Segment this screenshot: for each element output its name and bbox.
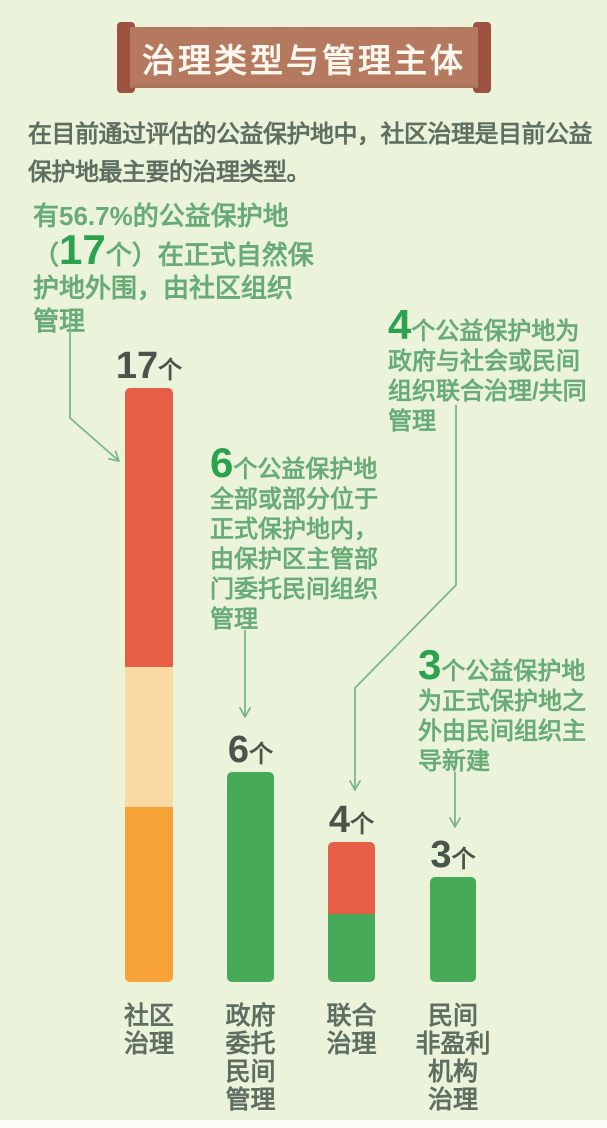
text-line: 政府与社会或民间 [388, 348, 580, 375]
bar-value-number: 3 [430, 834, 452, 876]
text-line: 管理 [210, 606, 258, 633]
text-line: 4个公益保护地为 [388, 301, 580, 348]
axis-label-line: 治理 [427, 1086, 479, 1114]
text-line: （17个）在正式自然保 [33, 226, 314, 273]
bar-value-label: 3个 [430, 835, 475, 877]
axis-label-line: 民间 [427, 1002, 479, 1030]
axis-label-line: 管理 [225, 1086, 276, 1114]
text-line: 有56.7%的公益保护地 [33, 201, 289, 231]
bar-value-number: 4 [328, 799, 351, 841]
annotation-big-number: 4 [388, 301, 412, 348]
intro-text: 在目前通过评估的公益保护地中，社区治理是目前公益 保护地最主要的治理类型。 [28, 116, 593, 192]
bar-value-number: 17 [115, 345, 159, 387]
title-banner: 治理类型与管理主体 [130, 27, 478, 88]
bar-民间非盈利机构治理 [430, 877, 476, 982]
text-line: 在目前通过评估的公益保护地中，社区治理是目前公益 [28, 121, 593, 148]
axis-category-label: 民间 非盈利 机构 治理 [415, 1002, 490, 1114]
axis-category-label: 政府 委托 民间 管理 [225, 1002, 275, 1114]
axis-category-label: 社区 治理 [124, 1002, 174, 1058]
axis-label-line: 社区 [123, 1002, 175, 1030]
bar-value-number: 6 [227, 729, 250, 771]
text-line: 门委托民间组织 [210, 576, 378, 603]
bottom-strip-decoration [0, 1120, 607, 1128]
bar-segment-orange [125, 807, 173, 982]
bar-value-unit: 个 [451, 846, 476, 873]
axis-label-line: 政府 [225, 1002, 276, 1030]
bar-segment-red [328, 842, 375, 914]
axis-label-line: 治理 [123, 1030, 175, 1058]
text-line: 保护地最主要的治理类型。 [28, 159, 311, 186]
annotation-big-number: 17 [59, 226, 106, 273]
text-line: 由保护区主管部 [210, 546, 378, 573]
bar-value-label: 6个 [228, 730, 273, 772]
text-line: 正式保护地内， [210, 516, 378, 543]
axis-label-line: 委托 [225, 1030, 276, 1058]
annotation-government-delegated: 6个公益保护地 全部或部分位于 正式保护地内， 由保护区主管部 门委托民间组织 管理 [210, 439, 378, 635]
annotation-big-number: 6 [210, 439, 234, 486]
bar-政府委托民间管理 [227, 772, 274, 982]
axis-category-label: 联合 治理 [326, 1002, 376, 1058]
bar-联合治理 [328, 842, 375, 982]
text-line: 组织联合治理/共同 [388, 378, 587, 405]
text-line: 全部或部分位于 [210, 486, 378, 513]
page-title: 治理类型与管理主体 [142, 41, 466, 79]
axis-label-line: 机构 [427, 1058, 479, 1086]
bar-value-unit: 个 [249, 741, 274, 768]
bar-value-unit: 个 [350, 811, 375, 838]
text-line: 6个公益保护地 [210, 439, 378, 486]
annotation-joint-governance: 4个公益保护地为 政府与社会或民间 组织联合治理/共同 管理 [388, 301, 587, 437]
bar-segment-cream [125, 667, 173, 807]
axis-label-line: 民间 [225, 1058, 276, 1086]
bar-segment-green [328, 914, 375, 982]
axis-label-line: 联合 [326, 1002, 377, 1030]
axis-label-line: 非盈利 [415, 1030, 491, 1058]
text-line: 护地外围，由社区组织 [33, 273, 294, 303]
bar-value-label: 4个 [329, 800, 374, 842]
annotation-community-governance: 有56.7%的公益保护地 （17个）在正式自然保 护地外围，由社区组织 管理 [33, 200, 314, 338]
bar-segment-red [125, 388, 173, 667]
bar-segment-green [227, 772, 274, 982]
bar-社区治理 [125, 388, 173, 982]
bar-value-unit: 个 [158, 357, 183, 384]
axis-label-line: 治理 [326, 1030, 377, 1058]
bar-value-label: 17个 [116, 346, 182, 388]
bar-segment-green [430, 877, 476, 982]
